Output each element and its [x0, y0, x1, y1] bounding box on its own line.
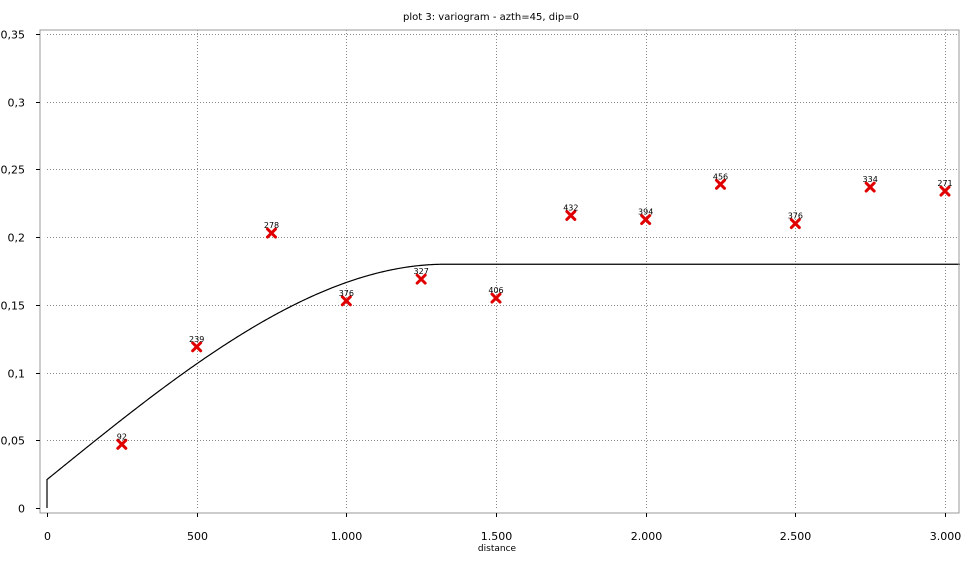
- point-pair-count-label: 327: [414, 267, 429, 276]
- model-curve: [46, 263, 960, 508]
- y-tick-label: 0,3: [8, 97, 26, 110]
- data-point: 334: [863, 175, 878, 193]
- data-point: 394: [638, 208, 653, 226]
- data-point: 327: [414, 267, 429, 285]
- point-marker-stroke: [565, 209, 577, 221]
- y-tick-label: 0: [18, 503, 25, 516]
- y-tick-label: 0,05: [1, 435, 26, 448]
- data-point: 376: [339, 289, 354, 307]
- model-layer: [46, 263, 960, 508]
- data-point: 406: [488, 286, 504, 304]
- point-pair-count-label: 92: [117, 432, 127, 441]
- chart-title: plot 3: variogram - azth=45, dip=0: [403, 12, 579, 23]
- point-pair-count-label: 456: [713, 172, 728, 181]
- point-marker-stroke: [789, 218, 801, 230]
- x-tick-label: 500: [187, 530, 208, 543]
- point-marker-stroke: [116, 438, 128, 450]
- point-pair-count-label: 278: [264, 221, 279, 230]
- point-marker-stroke: [939, 185, 951, 197]
- point-marker-stroke: [415, 273, 427, 285]
- data-point: 456: [713, 172, 728, 190]
- point-pair-count-label: 239: [189, 335, 204, 344]
- x-tick-label: 2.500: [780, 530, 812, 543]
- point-marker-stroke: [715, 178, 726, 190]
- y-tick-label: 0,15: [1, 300, 26, 313]
- point-marker-stroke: [640, 214, 652, 226]
- x-tick-label: 1.500: [481, 530, 513, 543]
- y-tick-label: 0,35: [1, 29, 26, 42]
- data-point: 92: [116, 432, 128, 450]
- x-tick-label: 0: [44, 530, 51, 543]
- data-point: 239: [189, 335, 204, 353]
- plot-frame: [39, 29, 960, 514]
- data-point: 432: [563, 203, 578, 221]
- x-axis-title: distance: [478, 544, 517, 554]
- point-pair-count-label: 406: [488, 286, 503, 295]
- point-marker-stroke: [340, 295, 352, 307]
- points-layer: 92 239 278 376 327 406 432 394 456 376 334 271: [116, 172, 953, 450]
- point-marker-stroke: [266, 227, 277, 239]
- y-tick-label: 0,1: [8, 368, 26, 381]
- data-point: 278: [264, 221, 279, 239]
- point-pair-count-label: 271: [937, 179, 952, 188]
- point-pair-count-label: 432: [563, 203, 578, 212]
- point-marker-stroke: [864, 181, 876, 193]
- point-pair-count-label: 334: [863, 175, 878, 184]
- x-tick-label: 1.000: [331, 530, 363, 543]
- point-pair-count-label: 376: [788, 212, 803, 221]
- data-point: 376: [788, 212, 803, 230]
- grid-layer: [47, 30, 959, 508]
- y-tick-label: 0,2: [8, 232, 26, 245]
- x-tick-label: 3.000: [930, 530, 962, 543]
- point-marker-stroke: [490, 292, 502, 304]
- axes-layer: 0 0,05 0,1 0,15 0,2 0,25 0,3 0,35 0 500 1.000 1.500…: [1, 29, 962, 544]
- point-pair-count-label: 376: [339, 289, 354, 298]
- point-marker-stroke: [191, 341, 203, 353]
- y-tick-label: 0,25: [1, 164, 26, 177]
- data-point: 271: [937, 179, 953, 197]
- point-pair-count-label: 394: [638, 208, 653, 217]
- x-tick-label: 2.000: [631, 530, 663, 543]
